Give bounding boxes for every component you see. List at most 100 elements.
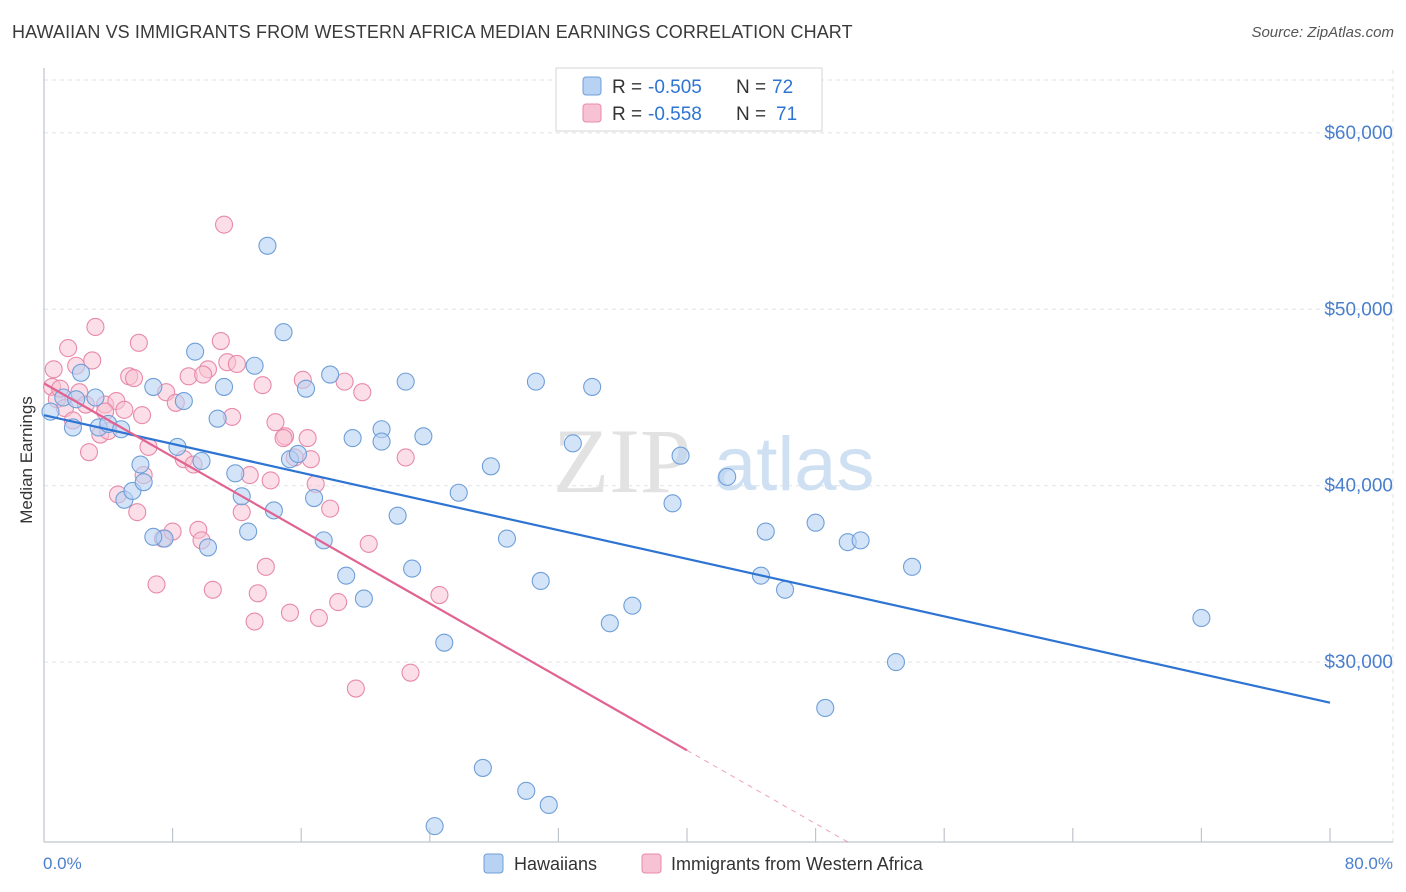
stats-n-value-2: 71 — [776, 104, 797, 125]
y-tick-label-1: $40,000 — [1324, 476, 1393, 497]
x-tick-label-max: 80.0% — [1345, 854, 1393, 873]
hawaiians-point-69 — [425, 817, 444, 836]
legend-swatch-immigrants — [641, 853, 662, 874]
hawaiians-trend-line — [43, 414, 1331, 704]
immigrants-point-60 — [396, 448, 415, 467]
chart-title: HAWAIIAN VS IMMIGRANTS FROM WESTERN AFRI… — [12, 22, 853, 42]
y-axis-label: Median Earnings — [17, 396, 36, 524]
source-label: Source: ZipAtlas.com — [1251, 24, 1394, 41]
hawaiians-point-67 — [902, 557, 922, 576]
hawaiians-point-52 — [563, 434, 582, 453]
axes — [43, 68, 1393, 843]
y-tick-labels: $30,000 $40,000 $50,000 $60,000 — [1324, 123, 1393, 673]
stats-legend-swatch-immigrants — [582, 103, 602, 123]
hawaiians-point-68 — [1192, 608, 1211, 628]
hawaiians-point-44 — [449, 483, 468, 502]
hawaiians-point-33 — [321, 365, 340, 384]
hawaiians-point-36 — [354, 589, 373, 608]
y-tick-label-0: $30,000 — [1324, 652, 1393, 673]
hawaiians-point-39 — [388, 506, 407, 525]
immigrants-point-62 — [430, 586, 449, 605]
hawaiians-point-25 — [258, 236, 277, 255]
immigrants-point-40 — [232, 503, 251, 522]
hawaiians-point-46 — [481, 457, 500, 476]
hawaiians-point-54 — [600, 614, 619, 633]
legend-label-hawaiians: Hawaiians — [514, 854, 597, 874]
immigrants-point-69 — [194, 365, 213, 384]
hawaiians-point-58 — [718, 467, 737, 486]
watermark-zip: ZIP — [553, 410, 691, 512]
immigrants-point-67 — [274, 429, 293, 448]
hawaiians-point-19 — [208, 409, 227, 428]
immigrants-point-48 — [280, 603, 299, 622]
hawaiians-point-31 — [305, 488, 324, 508]
hawaiians-point-38 — [372, 432, 391, 451]
immigrants-trend-line — [43, 382, 688, 752]
hawaiians-point-45 — [473, 758, 492, 777]
immigrants-point-56 — [335, 372, 354, 391]
hawaiians-point-24 — [245, 356, 264, 375]
y-tick-label-3: $60,000 — [1324, 123, 1393, 144]
hawaiians-point-27 — [274, 323, 293, 342]
immigrants-point-39 — [227, 354, 246, 374]
hawaiians-point-61 — [776, 580, 795, 599]
trend-lines — [43, 382, 1331, 843]
immigrants-point-59 — [359, 534, 378, 553]
immigrants-point-5 — [59, 339, 78, 358]
immigrants-point-24 — [147, 575, 166, 594]
hawaiians-point-21 — [226, 464, 245, 483]
hawaiians-point-3 — [71, 363, 91, 382]
hawaiians-point-29 — [288, 444, 308, 463]
hawaiians-points — [41, 236, 1211, 836]
legend-label-immigrants: Immigrants from Western Africa — [671, 854, 924, 874]
stats-n-label-2: N = — [736, 104, 766, 125]
stats-r-label-1: R = — [612, 77, 642, 98]
hawaiians-point-42 — [414, 427, 433, 446]
immigrants-point-20 — [128, 503, 147, 522]
hawaiians-point-57 — [671, 446, 690, 465]
immigrants-point-54 — [321, 499, 340, 518]
stats-r-value-2: -0.558 — [648, 104, 702, 125]
immigrants-point-55 — [329, 593, 348, 612]
immigrants-point-35 — [203, 580, 222, 599]
stats-n-value-1: 72 — [772, 77, 793, 98]
stats-r-label-2: R = — [612, 104, 642, 125]
immigrants-point-53 — [309, 608, 328, 628]
immigrants-point-12 — [86, 317, 105, 336]
immigrants-point-11 — [83, 351, 102, 370]
immigrants-point-43 — [248, 584, 267, 603]
hawaiians-point-23 — [239, 522, 258, 541]
immigrants-point-63 — [214, 215, 234, 234]
watermark-atlas: atlas — [714, 422, 875, 507]
immigrants-point-18 — [115, 400, 134, 419]
x-tick-label-min: 0.0% — [43, 854, 82, 873]
immigrants-point-1 — [44, 360, 63, 379]
immigrants-point-66 — [133, 406, 152, 425]
hawaiians-point-30 — [296, 379, 316, 398]
hawaiians-point-11 — [134, 473, 153, 492]
hawaiians-point-50 — [531, 571, 550, 590]
watermark: ZIP atlas — [553, 410, 875, 512]
hawaiians-point-62 — [806, 513, 825, 532]
legend-swatch-hawaiians — [483, 853, 504, 874]
hawaiians-point-15 — [174, 391, 193, 411]
immigrants-point-70 — [253, 376, 272, 395]
stats-r-value-1: -0.505 — [648, 77, 702, 98]
hawaiians-point-60 — [756, 522, 775, 541]
immigrants-point-42 — [245, 612, 264, 631]
hawaiians-point-66 — [886, 653, 906, 672]
hawaiians-point-41 — [403, 559, 422, 578]
hawaiians-point-53 — [583, 377, 602, 396]
hawaiians-point-49 — [526, 372, 545, 391]
immigrants-point-36 — [211, 332, 230, 351]
hawaiians-point-48 — [517, 781, 536, 800]
immigrants-point-51 — [298, 429, 317, 448]
immigrants-point-58 — [353, 383, 372, 402]
hawaiians-point-20 — [214, 377, 234, 396]
immigrants-point-57 — [346, 679, 365, 698]
hawaiians-point-34 — [337, 566, 356, 585]
immigrants-point-61 — [401, 663, 420, 682]
immigrants-point-46 — [266, 413, 285, 432]
stats-legend: R = -0.505 N = 72 R = -0.558 N = 71 — [555, 67, 823, 132]
stats-n-label-1: N = — [736, 77, 766, 98]
